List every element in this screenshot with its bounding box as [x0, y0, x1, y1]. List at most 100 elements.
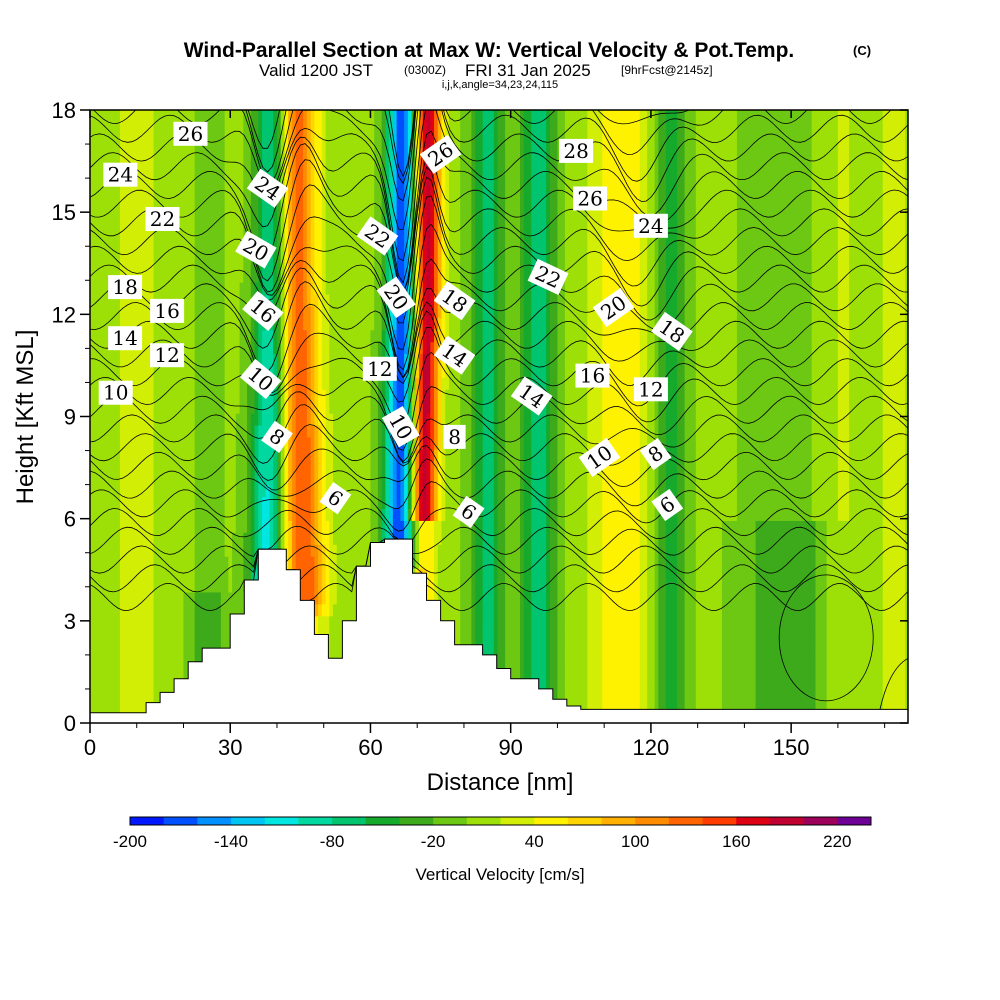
field-cell — [262, 436, 267, 450]
field-cell — [355, 425, 360, 438]
field-cell — [288, 484, 293, 498]
field-cell — [142, 591, 147, 605]
field-cell — [93, 496, 99, 510]
field-cell — [190, 115, 196, 128]
field-cell — [172, 281, 177, 295]
field-cell — [314, 210, 319, 223]
field-cell — [318, 281, 323, 295]
field-cell — [149, 110, 155, 116]
field-cell — [419, 110, 424, 116]
field-cell — [235, 377, 241, 390]
field-cell — [310, 401, 315, 414]
field-cell — [340, 138, 345, 152]
field-cell — [299, 460, 304, 474]
field-cell — [127, 198, 132, 212]
field-cell — [142, 436, 147, 450]
field-cell — [239, 413, 244, 426]
field-cell — [288, 341, 293, 355]
field-cell — [348, 162, 353, 176]
field-cell — [101, 234, 106, 247]
field-cell — [101, 258, 106, 271]
field-cell — [426, 508, 431, 521]
field-cell — [213, 579, 218, 593]
field-cell — [224, 281, 229, 295]
field-cell — [441, 472, 446, 486]
field-cell — [190, 317, 196, 331]
field-cell — [430, 174, 435, 188]
field-cell — [202, 603, 207, 617]
field-cell — [101, 651, 106, 664]
field-cell — [116, 568, 121, 581]
field-cell — [93, 699, 99, 712]
field-cell — [217, 293, 222, 307]
field-cell — [157, 472, 162, 486]
field-cell — [134, 663, 140, 676]
field-cell — [97, 234, 102, 247]
field-cell — [123, 127, 128, 140]
field-cell — [243, 377, 248, 390]
field-cell — [310, 110, 315, 116]
field-cell — [97, 162, 102, 176]
field-cell — [377, 270, 383, 283]
field-cell — [437, 508, 443, 521]
field-cell — [217, 520, 222, 533]
field-cell — [381, 186, 387, 200]
field-cell — [407, 508, 413, 521]
field-cell — [131, 293, 136, 307]
subtitle-indices: i,j,k,angle=34,23,24,115 — [442, 79, 558, 91]
subtitle-forecast: [9hrFcst@2145z] — [621, 63, 713, 77]
field-cell — [176, 234, 181, 247]
field-cell — [250, 110, 256, 116]
field-cell — [351, 127, 357, 140]
field-cell — [336, 281, 342, 295]
field-cell — [168, 150, 173, 164]
field-cell — [179, 532, 185, 545]
field-cell — [396, 341, 401, 355]
field-cell — [303, 162, 308, 176]
field-cell — [228, 317, 233, 331]
field-cell — [441, 603, 446, 617]
field-cell — [224, 436, 229, 450]
field-cell — [101, 484, 106, 498]
field-cell — [153, 508, 158, 521]
field-cell — [232, 413, 237, 426]
field-cell — [232, 568, 237, 581]
field-cell — [153, 496, 158, 510]
field-cell — [224, 496, 229, 510]
field-cell — [392, 186, 398, 200]
field-cell — [168, 425, 173, 438]
field-cell — [254, 472, 259, 486]
field-cell — [419, 472, 424, 486]
field-cell — [430, 246, 435, 259]
field-cell — [224, 150, 229, 164]
field-cell — [404, 496, 409, 510]
field-cell — [220, 138, 226, 152]
field-cell — [362, 448, 368, 462]
field-cell — [273, 460, 278, 474]
field-cell — [101, 508, 106, 521]
field-cell — [262, 425, 267, 438]
field-cell — [310, 460, 315, 474]
field-cell — [243, 484, 248, 498]
field-cell — [202, 270, 207, 283]
field-cell — [351, 484, 357, 498]
field-cell — [325, 281, 330, 295]
field-cell — [112, 365, 117, 378]
field-cell — [434, 377, 439, 390]
field-cell — [232, 222, 237, 235]
field-cell — [90, 329, 95, 343]
field-cell — [374, 508, 379, 521]
field-cell — [168, 508, 173, 521]
field-cell — [97, 448, 102, 462]
field-cell — [348, 544, 353, 557]
field-cell — [254, 508, 259, 521]
field-cell — [172, 246, 177, 259]
field-cell — [179, 472, 185, 486]
field-cell — [392, 460, 398, 474]
field-cell — [355, 520, 360, 533]
field-cell — [325, 532, 330, 545]
field-cell — [168, 401, 173, 414]
field-cell — [389, 496, 394, 510]
field-cell — [415, 329, 420, 343]
field-cell — [430, 270, 435, 283]
